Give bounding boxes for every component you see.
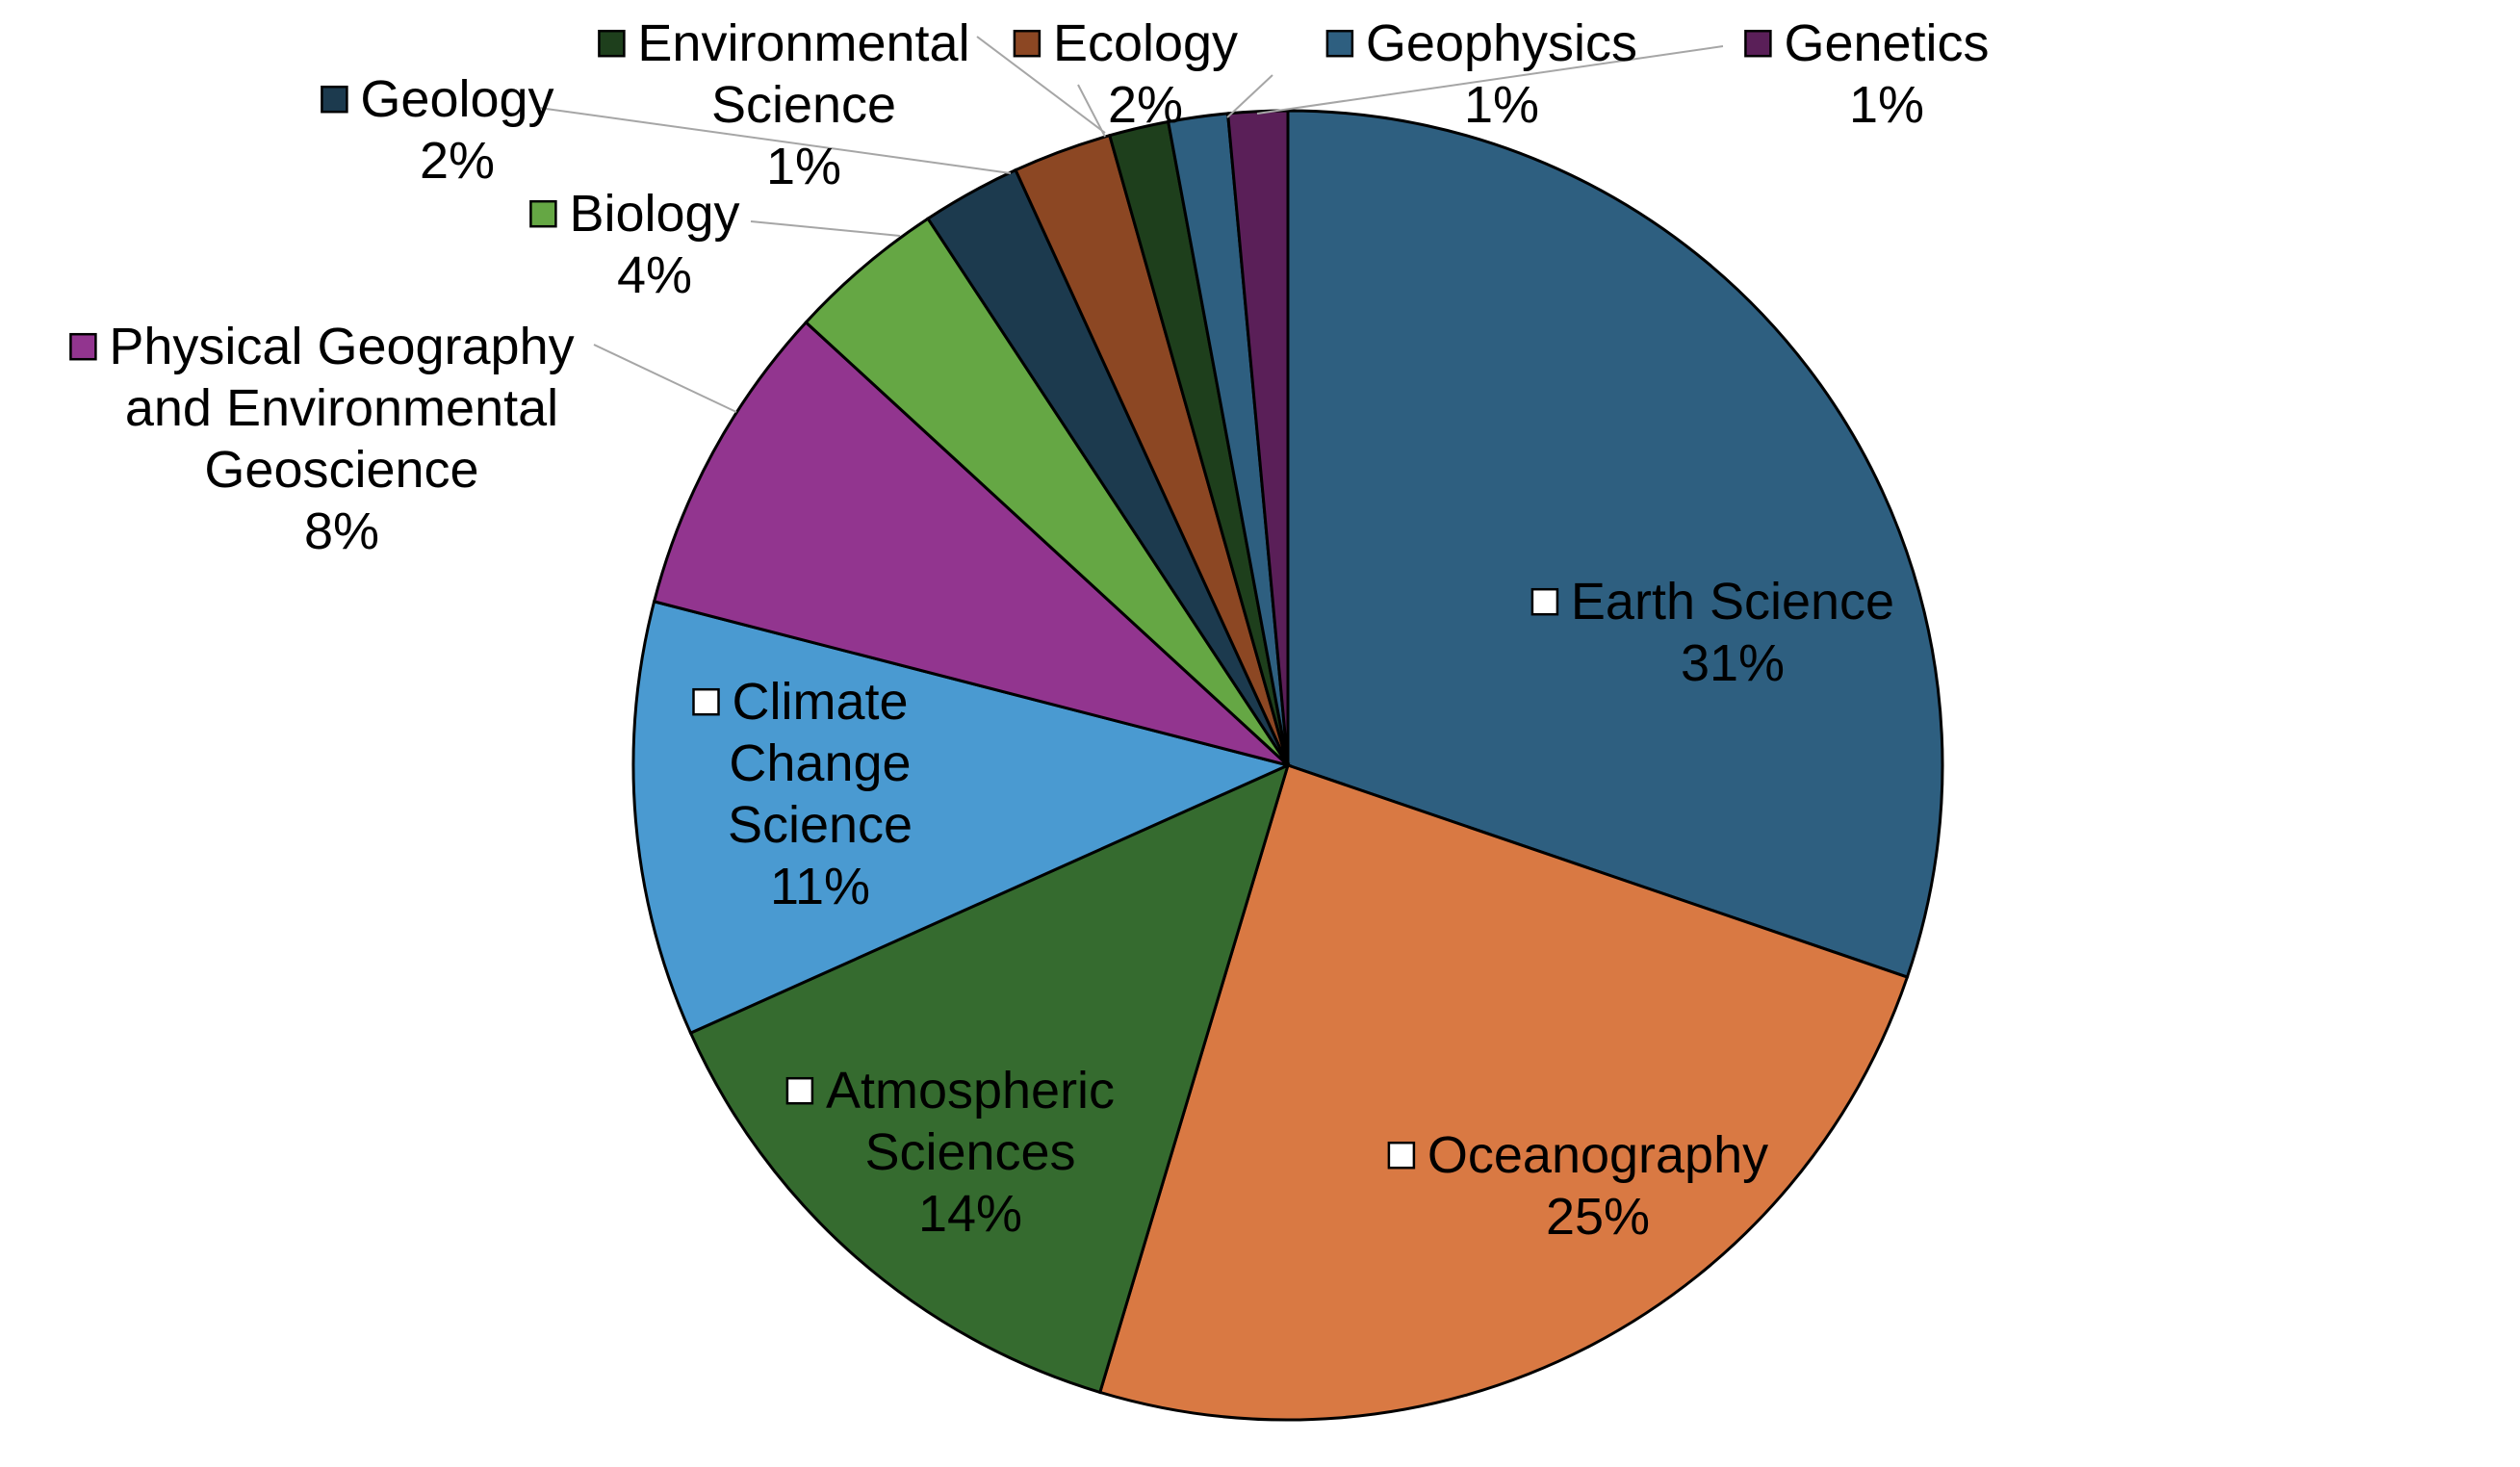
leader-line-geophysics xyxy=(1226,74,1273,118)
leader-line-physical-geography-and-environmental-geoscience xyxy=(593,344,737,413)
percent-label-ecology: 2% xyxy=(1108,76,1183,134)
category-label-environmental-science: Environmental xyxy=(637,14,969,72)
category-label-atmospheric-sciences: Atmospheric xyxy=(826,1062,1115,1120)
legend-key-atmospheric-sciences xyxy=(785,1076,814,1105)
category-label-climate-change-science: Science xyxy=(728,796,913,854)
percent-label-environmental-science: 1% xyxy=(766,138,841,195)
category-label-earth-science: Earth Science xyxy=(1571,573,1894,631)
legend-key-oceanography xyxy=(1387,1141,1416,1170)
legend-key-geology xyxy=(321,85,348,114)
category-label-genetics: Genetics xyxy=(1784,14,1989,72)
category-label-biology: Biology xyxy=(569,185,739,243)
leader-line-biology xyxy=(750,220,901,237)
leader-lines xyxy=(538,36,1724,413)
leader-line-geology xyxy=(538,107,1012,174)
percent-label-earth-science: 31% xyxy=(1681,634,1785,692)
percent-label-genetics: 1% xyxy=(1849,76,1924,134)
category-label-physical-geography-and-environmental-geoscience: Geoscience xyxy=(204,441,478,499)
legend-key-biology xyxy=(529,199,557,228)
legend-key-physical-geography-and-environmental-geoscience xyxy=(69,332,97,361)
pie-slice-climate-change-science xyxy=(631,600,1293,1036)
category-label-ecology: Ecology xyxy=(1053,14,1238,72)
category-label-atmospheric-sciences: Sciences xyxy=(864,1123,1075,1181)
legend-key-environmental-science xyxy=(598,29,626,58)
category-label-physical-geography-and-environmental-geoscience: Physical Geography xyxy=(109,318,574,375)
percent-label-biology: 4% xyxy=(617,246,692,304)
pie-slice-physical-geography-and-environmental-geoscience xyxy=(652,320,1290,767)
legend-key-climate-change-science xyxy=(692,687,720,716)
percent-label-geophysics: 1% xyxy=(1464,76,1539,134)
category-label-climate-change-science: Change xyxy=(729,734,911,792)
legend-key-ecology xyxy=(1013,29,1041,58)
percent-label-geology: 2% xyxy=(420,132,495,190)
pie-slice-atmospheric-sciences xyxy=(688,762,1291,1395)
legend-key-earth-science xyxy=(1530,587,1559,616)
pie-slices xyxy=(631,109,1944,1422)
pie-slice-earth-science xyxy=(1286,109,1944,979)
percent-label-oceanography: 25% xyxy=(1546,1188,1650,1246)
category-label-climate-change-science: Climate xyxy=(732,673,908,731)
pie-slice-genetics xyxy=(1225,109,1290,766)
leader-line-environmental-science xyxy=(976,36,1106,134)
category-label-physical-geography-and-environmental-geoscience: and Environmental xyxy=(125,379,558,437)
category-label-oceanography: Oceanography xyxy=(1427,1126,1768,1184)
percent-label-atmospheric-sciences: 14% xyxy=(918,1185,1022,1243)
category-label-geophysics: Geophysics xyxy=(1366,14,1637,72)
percent-label-physical-geography-and-environmental-geoscience: 8% xyxy=(304,502,379,560)
pie-slice-oceanography xyxy=(1097,763,1910,1422)
category-label-environmental-science: Science xyxy=(711,76,896,134)
leader-line-ecology xyxy=(1077,84,1106,138)
category-label-geology: Geology xyxy=(360,70,553,128)
percent-label-climate-change-science: 11% xyxy=(770,858,870,915)
legend-key-genetics xyxy=(1744,29,1772,58)
leader-line-genetics xyxy=(1256,45,1724,115)
legend-key-geophysics xyxy=(1325,29,1354,58)
